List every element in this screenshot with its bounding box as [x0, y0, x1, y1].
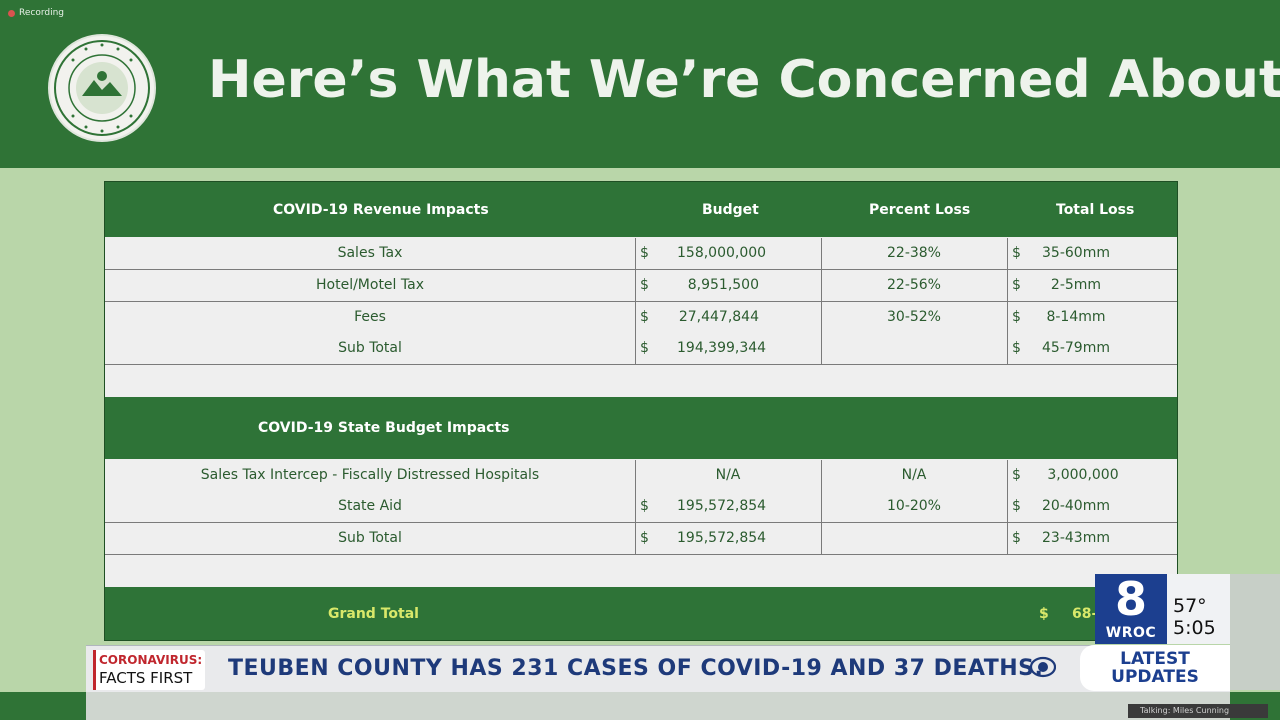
currency-symbol: $: [1012, 530, 1021, 546]
budget-cell: $ 194,399,344: [635, 333, 822, 364]
total-loss-cell: $ 8-14mm: [1007, 302, 1177, 333]
percent-loss-cell: [821, 333, 1008, 364]
revenue-header-band: COVID-19 Revenue Impacts Budget Percent …: [105, 182, 1177, 237]
total-loss-value: 20-40mm: [1042, 498, 1110, 514]
budget-value: 195,572,854: [677, 498, 767, 514]
state-header-label: COVID-19 State Budget Impacts: [258, 420, 510, 436]
budget-value: 8,951,500: [687, 277, 759, 293]
budget-value: 194,399,344: [677, 340, 767, 356]
currency-symbol: $: [1012, 340, 1021, 356]
clock-time: 5:05: [1173, 617, 1216, 639]
percent-loss-cell: [821, 523, 1008, 554]
grand-total-band: Grand Total $ 68-: [105, 587, 1177, 640]
currency-symbol: $: [640, 498, 649, 514]
percent-loss-cell: 10-20%: [821, 491, 1008, 522]
currency-symbol: $: [1012, 309, 1021, 325]
facts-accent-bar: [93, 650, 96, 690]
budget-value: 195,572,854: [677, 530, 767, 546]
ticker-text: TEUBEN COUNTY HAS 231 CASES OF COVID-19 …: [228, 656, 1044, 681]
state-header-band: COVID-19 State Budget Impacts: [105, 397, 1177, 459]
record-dot-icon: [8, 9, 15, 17]
bottom-frame-inner: [86, 692, 1230, 720]
currency-symbol: $: [1012, 498, 1021, 514]
currency-symbol: $: [1012, 277, 1021, 293]
row-label: State Aid: [105, 491, 636, 522]
total-loss-value: 3,000,000: [1047, 467, 1119, 483]
grand-total-label: Grand Total: [328, 605, 419, 622]
talking-caption: Talking: Miles Cunning: [1128, 704, 1268, 718]
currency-symbol: $: [640, 245, 649, 261]
currency-symbol: $: [1012, 245, 1021, 261]
total-loss-cell: $ 2-5mm: [1007, 270, 1177, 301]
percent-loss-cell: 30-52%: [821, 302, 1008, 333]
currency-symbol: $: [640, 277, 649, 293]
budget-cell: $ 27,447,844: [635, 302, 822, 333]
table-row: Sub Total $ 195,572,854 $ 23-43mm: [105, 523, 1177, 555]
row-label: Sales Tax: [105, 238, 636, 269]
table-row: Sales Tax Intercep - Fiscally Distressed…: [105, 460, 1177, 492]
percent-loss-header: Percent Loss: [869, 201, 971, 218]
station-number: 8: [1114, 572, 1147, 626]
station-bug: 8 WROC 57° 5:05: [1095, 572, 1230, 644]
recording-indicator: Recording: [8, 8, 64, 18]
total-loss-cell: $ 20-40mm: [1007, 491, 1177, 522]
revenue-header-label: COVID-19 Revenue Impacts: [273, 201, 489, 218]
budget-value: 27,447,844: [678, 309, 759, 325]
currency-symbol: $: [640, 309, 649, 325]
row-label: Sub Total: [105, 333, 636, 364]
impact-table: COVID-19 Revenue Impacts Budget Percent …: [104, 181, 1178, 641]
latest-line1: LATEST: [1120, 649, 1190, 669]
percent-loss-cell: 22-56%: [821, 270, 1008, 301]
total-loss-cell: $ 45-79mm: [1007, 333, 1177, 364]
budget-cell: $ 8,951,500: [635, 270, 822, 301]
total-loss-header: Total Loss: [1056, 201, 1135, 218]
table-row: State Aid $ 195,572,854 10-20% $ 20-40mm: [105, 491, 1177, 523]
row-label: Sales Tax Intercep - Fiscally Distressed…: [105, 460, 636, 491]
seal-ring-icon: [54, 40, 150, 136]
budget-cell: $ 195,572,854: [635, 491, 822, 522]
budget-value: N/A: [715, 467, 741, 483]
currency-symbol: $: [640, 340, 649, 356]
total-loss-cell: $ 23-43mm: [1007, 523, 1177, 554]
currency-symbol: $: [640, 530, 649, 546]
total-loss-value: 23-43mm: [1042, 530, 1110, 546]
total-loss-cell: $ 35-60mm: [1007, 238, 1177, 269]
budget-cell: $ 158,000,000: [635, 238, 822, 269]
facts-line2: FACTS FIRST: [99, 669, 193, 687]
facts-first-badge: CORONAVIRUS: FACTS FIRST: [93, 650, 205, 690]
budget-cell: $ 195,572,854: [635, 523, 822, 554]
row-label: Fees: [105, 302, 636, 333]
table-row: Hotel/Motel Tax $ 8,951,500 22-56% $ 2-5…: [105, 270, 1177, 302]
cbs-eye-icon: [1030, 656, 1056, 678]
slide-header: Recording Here’s What We’re Concerned Ab…: [0, 0, 1280, 168]
table-row: Sub Total $ 194,399,344 $ 45-79mm: [105, 333, 1177, 365]
slide-title: Here’s What We’re Concerned About: [208, 50, 1280, 110]
budget-header: Budget: [702, 201, 759, 218]
budget-cell: N/A: [635, 460, 822, 491]
county-seal-logo: [48, 34, 156, 142]
total-loss-value: 45-79mm: [1042, 340, 1110, 356]
percent-loss-cell: N/A: [821, 460, 1008, 491]
total-loss-cell: $ 3,000,000: [1007, 460, 1177, 491]
total-loss-value: 8-14mm: [1046, 309, 1106, 325]
recording-label: Recording: [19, 8, 65, 18]
percent-loss-cell: 22-38%: [821, 238, 1008, 269]
temperature: 57°: [1173, 595, 1207, 617]
total-loss-value: 2-5mm: [1050, 277, 1102, 293]
wroc-logo: 8 WROC: [1095, 572, 1167, 644]
facts-line1: CORONAVIRUS:: [99, 653, 203, 667]
budget-value: 158,000,000: [677, 245, 767, 261]
table-row: Fees $ 27,447,844 30-52% $ 8-14mm: [105, 302, 1177, 334]
table-row: Sales Tax $ 158,000,000 22-38% $ 35-60mm: [105, 238, 1177, 270]
row-label: Hotel/Motel Tax: [105, 270, 636, 301]
broadcast-side-strip: [1230, 574, 1280, 690]
grand-total-symbol: $: [1039, 605, 1049, 622]
station-call: WROC: [1105, 625, 1157, 641]
latest-updates-badge: LATEST UPDATES: [1080, 645, 1230, 691]
latest-line2: UPDATES: [1111, 667, 1199, 687]
grand-total-value: 68-: [1072, 605, 1098, 622]
currency-symbol: $: [1012, 467, 1021, 483]
row-label: Sub Total: [105, 523, 636, 554]
total-loss-value: 35-60mm: [1042, 245, 1110, 261]
